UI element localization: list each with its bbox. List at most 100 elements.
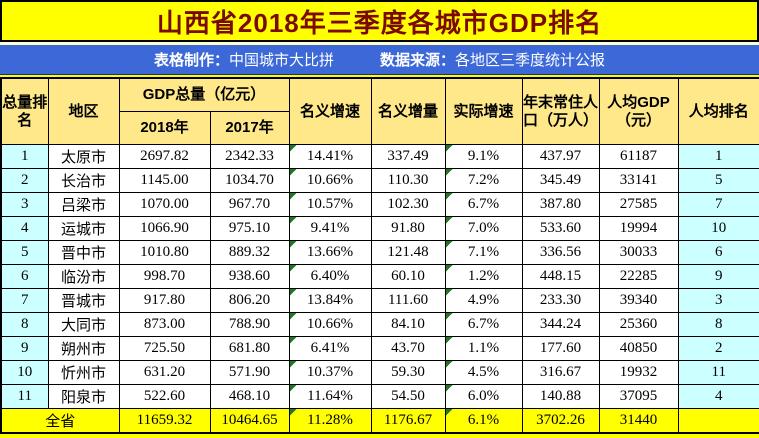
cell-value: 6.40% bbox=[310, 268, 350, 284]
cell-nominal_increment: 110.30 bbox=[370, 168, 446, 193]
cell-nominal_growth: 13.84% bbox=[288, 288, 372, 313]
error-indicator-icon bbox=[290, 385, 297, 392]
cell-value: 6.7% bbox=[467, 316, 500, 332]
cell-value: 5 bbox=[21, 244, 29, 260]
cell-value: 忻州市 bbox=[60, 366, 106, 382]
cell-nominal_increment: 102.30 bbox=[370, 192, 446, 217]
error-indicator-icon bbox=[290, 289, 297, 296]
cell-value: 30033 bbox=[619, 244, 658, 260]
error-indicator-icon bbox=[446, 409, 453, 416]
cell-value: 14.41% bbox=[306, 148, 354, 164]
cell-region: 运城市 bbox=[47, 216, 120, 241]
cell-gdp_2018: 11659.32 bbox=[118, 408, 211, 434]
cell-value: 60.10 bbox=[391, 268, 425, 284]
cell-value: 9.41% bbox=[310, 220, 350, 236]
cell-value: 27585 bbox=[619, 196, 658, 212]
cell-value: 1 bbox=[715, 148, 723, 164]
credit-maker-label: 表格制作： bbox=[153, 52, 229, 69]
table-row: 6 临汾市 998.70 938.60 6.40% 60.10 1.2% 448.15 2228… bbox=[0, 264, 759, 289]
cell-value: 337.49 bbox=[387, 148, 429, 164]
cell-value: 2697.82 bbox=[140, 148, 189, 164]
cell-real_growth: 1.2% bbox=[444, 264, 523, 289]
cell-real_growth: 6.7% bbox=[444, 192, 523, 217]
table-row: 10 忻州市 631.20 571.90 10.37% 59.30 4.5% 316.67 19… bbox=[0, 360, 759, 385]
table-row: 1 太原市 2697.82 2342.33 14.41% 337.49 9.1% 437.97… bbox=[0, 144, 759, 169]
col-header-real-growth: 实际增速 bbox=[444, 77, 523, 145]
cell-per_capita_rank: 7 bbox=[677, 192, 759, 217]
table-header: 总量排名 地区 GDP总量（亿元） 名义增速 名义增量 实际增速 年末常住人口（… bbox=[0, 77, 759, 145]
cell-value: 975.10 bbox=[228, 220, 271, 236]
cell-gdp_per_capita: 33141 bbox=[598, 168, 679, 193]
error-indicator-icon bbox=[446, 241, 453, 248]
col-header-population: 年末常住人口（万人） bbox=[521, 77, 600, 145]
cell-value: 7.0% bbox=[467, 220, 500, 236]
cell-total_rank: 4 bbox=[0, 216, 49, 241]
cell-per_capita_rank bbox=[677, 408, 759, 434]
cell-value: 725.50 bbox=[143, 340, 186, 356]
cell-value: 345.49 bbox=[539, 172, 582, 188]
error-indicator-icon bbox=[290, 313, 297, 320]
error-indicator-icon bbox=[446, 217, 453, 224]
cell-value: 10 bbox=[17, 364, 33, 380]
cell-value: 43.70 bbox=[391, 340, 425, 356]
cell-value: 9 bbox=[21, 340, 29, 356]
cell-value: 2342.33 bbox=[225, 148, 274, 164]
cell-value: 59.30 bbox=[391, 364, 425, 380]
cell-region: 临汾市 bbox=[47, 264, 120, 289]
cell-nominal_increment: 60.10 bbox=[370, 264, 446, 289]
cell-real_growth: 6.1% bbox=[444, 408, 523, 434]
cell-nominal_growth: 13.66% bbox=[288, 240, 372, 265]
cell-nominal_growth: 6.41% bbox=[288, 336, 372, 361]
table-row: 8 大同市 873.00 788.90 10.66% 84.10 6.7% 344.24 253… bbox=[0, 312, 759, 337]
cell-population: 387.80 bbox=[521, 192, 600, 217]
cell-gdp_per_capita: 30033 bbox=[598, 240, 679, 265]
cell-nominal_increment: 121.48 bbox=[370, 240, 446, 265]
cell-value: 336.56 bbox=[539, 244, 582, 260]
credit-source-label: 数据来源： bbox=[380, 52, 456, 69]
cell-value: 571.90 bbox=[228, 364, 271, 380]
credit-bar: 表格制作： 中国城市大比拼 数据来源： 各地区三季度统计公报 bbox=[0, 45, 759, 75]
cell-gdp_2018: 917.80 bbox=[118, 288, 211, 313]
table-body: 1 太原市 2697.82 2342.33 14.41% 337.49 9.1% 437.97… bbox=[0, 144, 759, 434]
cell-value: 8 bbox=[715, 316, 723, 332]
cell-value: 437.97 bbox=[539, 148, 582, 164]
cell-value: 6.0% bbox=[467, 388, 500, 404]
cell-per_capita_rank: 10 bbox=[677, 216, 759, 241]
cell-value: 6.7% bbox=[467, 196, 500, 212]
cell-region: 朔州市 bbox=[47, 336, 120, 361]
cell-value: 2 bbox=[21, 172, 29, 188]
cell-value: 朔州市 bbox=[60, 342, 106, 358]
cell-value: 84.10 bbox=[391, 316, 425, 332]
cell-gdp_per_capita: 19994 bbox=[598, 216, 679, 241]
cell-nominal_increment: 59.30 bbox=[370, 360, 446, 385]
cell-value: 7.2% bbox=[467, 172, 500, 188]
cell-value: 晋中市 bbox=[60, 246, 106, 262]
cell-region: 吕梁市 bbox=[47, 192, 120, 217]
cell-value: 1010.80 bbox=[140, 244, 189, 260]
col-header-nominal-increment: 名义增量 bbox=[370, 77, 446, 145]
cell-total_rank: 11 bbox=[0, 384, 49, 409]
error-indicator-icon bbox=[290, 361, 297, 368]
cell-value: 6 bbox=[715, 244, 723, 260]
cell-value: 19932 bbox=[619, 364, 658, 380]
cell-value: 3702.26 bbox=[536, 412, 585, 428]
table-row: 5 晋中市 1010.80 889.32 13.66% 121.48 7.1% 336.56 3… bbox=[0, 240, 759, 265]
cell-nominal_increment: 91.80 bbox=[370, 216, 446, 241]
error-indicator-icon bbox=[290, 145, 297, 152]
cell-value: 9 bbox=[715, 268, 723, 284]
col-header-nominal-growth: 名义增速 bbox=[288, 77, 372, 145]
cell-region: 阳泉市 bbox=[47, 384, 120, 409]
cell-value: 阳泉市 bbox=[60, 390, 106, 406]
cell-nominal_increment: 111.60 bbox=[370, 288, 446, 313]
cell-gdp_2017: 938.60 bbox=[209, 264, 290, 289]
cell-gdp_2017: 806.20 bbox=[209, 288, 290, 313]
cell-real_growth: 7.1% bbox=[444, 240, 523, 265]
cell-value: 533.60 bbox=[539, 220, 582, 236]
cell-per_capita_rank: 11 bbox=[677, 360, 759, 385]
cell-value: 19994 bbox=[619, 220, 658, 236]
table-row: 7 晋城市 917.80 806.20 13.84% 111.60 4.9% 233.30 39… bbox=[0, 288, 759, 313]
cell-real_growth: 4.9% bbox=[444, 288, 523, 313]
cell-value: 吕梁市 bbox=[60, 198, 106, 214]
cell-real_growth: 4.5% bbox=[444, 360, 523, 385]
error-indicator-icon bbox=[446, 337, 453, 344]
